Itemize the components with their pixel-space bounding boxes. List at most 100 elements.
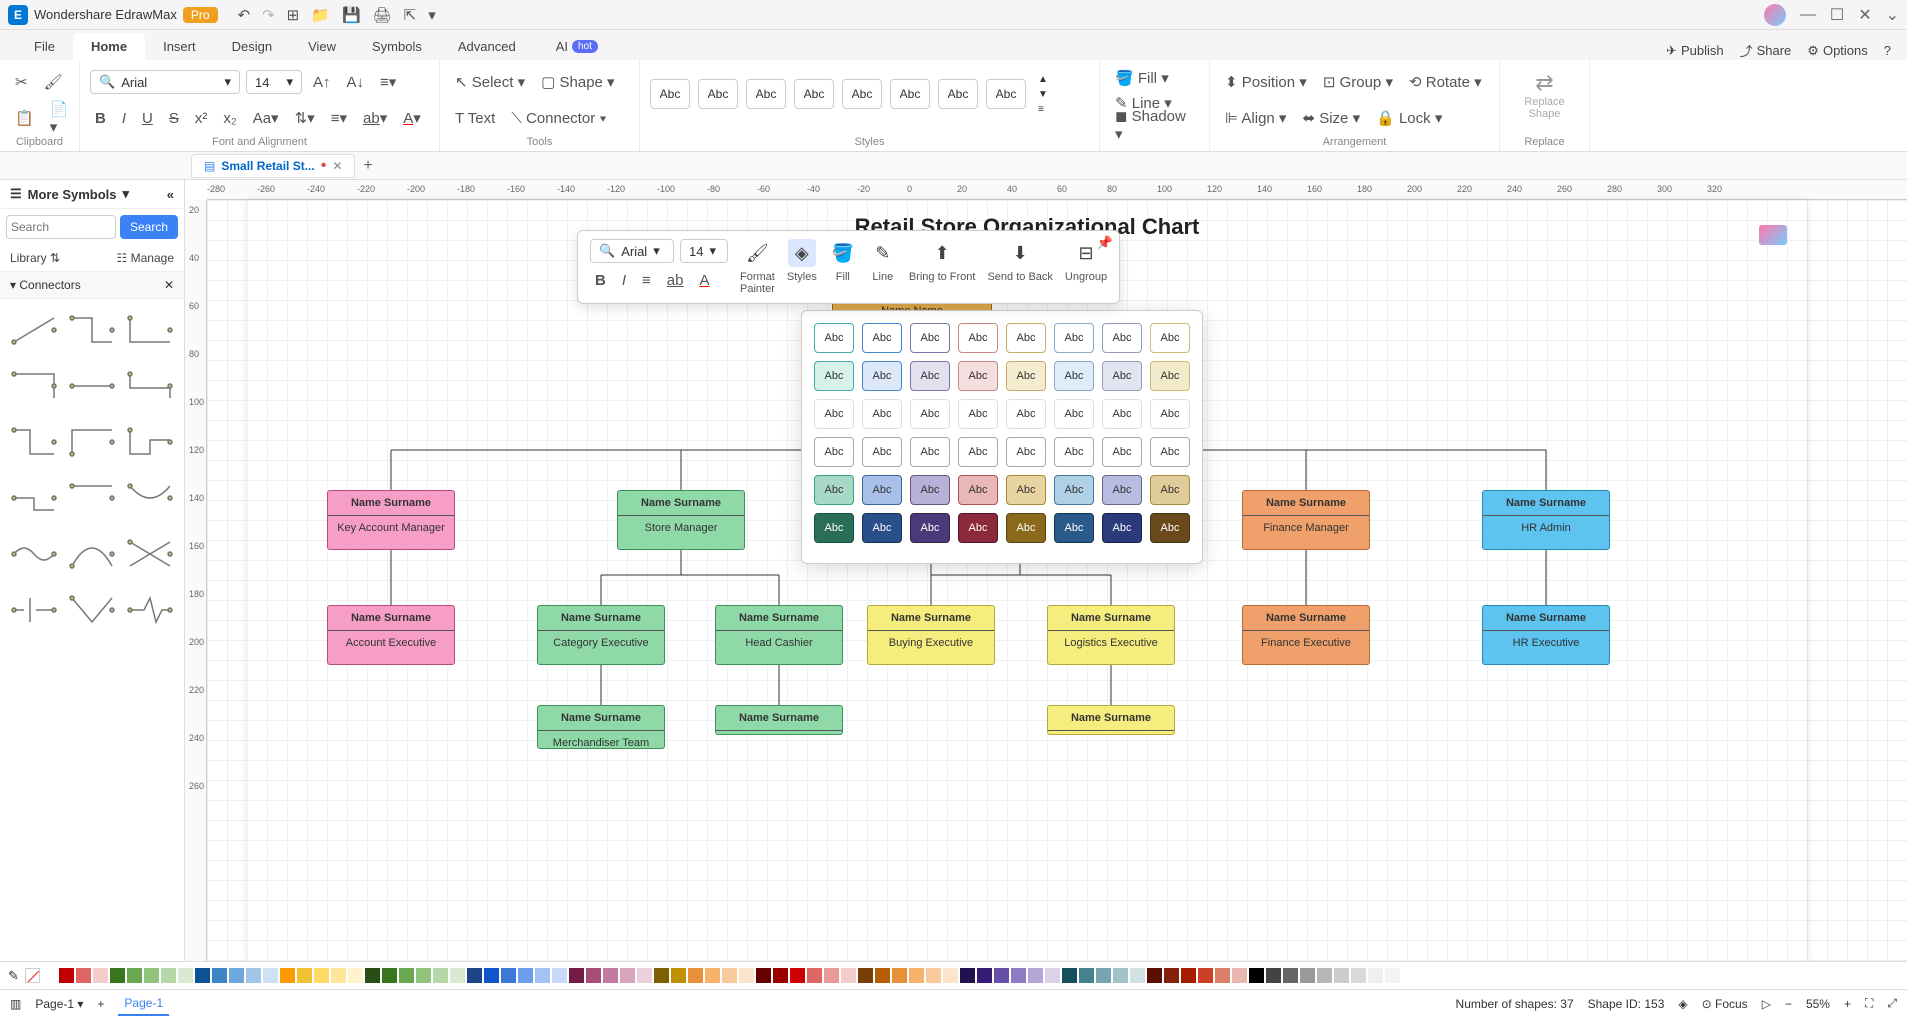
color-swatch[interactable] — [943, 968, 958, 983]
color-swatch[interactable] — [229, 968, 244, 983]
style-swatch[interactable]: Abc — [958, 399, 998, 429]
underline-button[interactable]: U — [137, 107, 158, 130]
style-swatch[interactable]: Abc — [1102, 361, 1142, 391]
style-preset[interactable]: Abc — [794, 79, 834, 109]
pin-float-button[interactable]: 📌 — [1097, 235, 1113, 251]
case-button[interactable]: Aa▾ — [248, 106, 284, 130]
share-button[interactable]: ⤴ Share — [1740, 41, 1792, 60]
tab-home[interactable]: Home — [73, 33, 145, 60]
style-swatch[interactable]: Abc — [1054, 323, 1094, 353]
style-swatch[interactable]: Abc — [1054, 513, 1094, 543]
present-button[interactable]: ▷ — [1762, 997, 1771, 1011]
style-preset[interactable]: Abc — [698, 79, 738, 109]
qat-more-button[interactable]: ▾ — [428, 6, 436, 24]
float-bring-front[interactable]: ⬆Bring to Front — [909, 239, 976, 283]
color-swatch[interactable] — [59, 968, 74, 983]
org-node[interactable]: Name SurnameFinance Manager — [1242, 490, 1370, 550]
superscript-button[interactable]: x² — [190, 107, 213, 130]
connector-shape[interactable] — [68, 477, 116, 519]
rotate-button[interactable]: ⟲ Rotate ▾ — [1404, 70, 1487, 94]
org-node[interactable]: Name SurnameLogistics Executive — [1047, 605, 1175, 665]
group-button[interactable]: ⊡ Group ▾ — [1318, 70, 1398, 94]
symbol-search-button[interactable]: Search — [120, 215, 178, 239]
color-swatch[interactable] — [1300, 968, 1315, 983]
connector-shape[interactable] — [68, 589, 116, 631]
org-node[interactable]: Name SurnameStore Manager — [617, 490, 745, 550]
color-swatch[interactable] — [586, 968, 601, 983]
connector-shape[interactable] — [10, 477, 58, 519]
color-swatch[interactable] — [790, 968, 805, 983]
color-swatch[interactable] — [484, 968, 499, 983]
color-swatch[interactable] — [841, 968, 856, 983]
style-swatch[interactable]: Abc — [1054, 399, 1094, 429]
style-swatch[interactable]: Abc — [862, 361, 902, 391]
color-swatch[interactable] — [76, 968, 91, 983]
tab-design[interactable]: Design — [214, 33, 290, 60]
connector-shape[interactable] — [68, 365, 116, 407]
color-swatch[interactable] — [1198, 968, 1213, 983]
style-down[interactable]: ▼ — [1038, 89, 1048, 100]
color-swatch[interactable] — [892, 968, 907, 983]
color-swatch[interactable] — [1028, 968, 1043, 983]
connector-shape[interactable] — [10, 309, 58, 351]
strike-button[interactable]: S — [164, 107, 184, 130]
color-swatch[interactable] — [620, 968, 635, 983]
style-swatch[interactable]: Abc — [1006, 361, 1046, 391]
print-button[interactable]: 🖨 — [373, 6, 392, 24]
tab-view[interactable]: View — [290, 33, 354, 60]
color-swatch[interactable] — [331, 968, 346, 983]
connector-shape[interactable] — [68, 309, 116, 351]
style-swatch[interactable]: Abc — [1006, 475, 1046, 505]
color-swatch[interactable] — [1181, 968, 1196, 983]
color-swatch[interactable] — [365, 968, 380, 983]
connector-shape[interactable] — [126, 589, 174, 631]
style-swatch[interactable]: Abc — [1006, 323, 1046, 353]
color-swatch[interactable] — [1164, 968, 1179, 983]
color-swatch[interactable] — [654, 968, 669, 983]
style-swatch[interactable]: Abc — [1006, 437, 1046, 467]
color-swatch[interactable] — [178, 968, 193, 983]
color-swatch[interactable] — [1283, 968, 1298, 983]
color-swatch[interactable] — [926, 968, 941, 983]
color-swatch[interactable] — [42, 968, 57, 983]
color-swatch[interactable] — [960, 968, 975, 983]
color-swatch[interactable] — [875, 968, 890, 983]
float-styles[interactable]: ◈Styles — [787, 239, 817, 283]
decrease-font-button[interactable]: A↓ — [342, 71, 370, 94]
focus-button[interactable]: ⊙ Focus — [1702, 997, 1748, 1011]
color-swatch[interactable] — [1351, 968, 1366, 983]
replace-shape-button[interactable]: Replace Shape — [1524, 96, 1564, 120]
style-more[interactable]: ≡ — [1038, 104, 1048, 115]
copy-button[interactable]: 📋 — [10, 106, 39, 130]
align-button[interactable]: ⊫ Align ▾ — [1220, 106, 1291, 130]
format-painter-button[interactable]: 🖌 — [39, 70, 68, 94]
color-swatch[interactable] — [1215, 968, 1230, 983]
tab-file[interactable]: File — [16, 33, 73, 60]
color-swatch[interactable] — [688, 968, 703, 983]
style-swatch[interactable]: Abc — [862, 323, 902, 353]
eyedropper-button[interactable]: ✎ — [8, 968, 19, 984]
canvas[interactable]: Retail Store Organizational Chart Name N… — [207, 200, 1907, 961]
style-swatch[interactable]: Abc — [910, 323, 950, 353]
color-swatch[interactable] — [144, 968, 159, 983]
color-swatch[interactable] — [705, 968, 720, 983]
more-symbols-header[interactable]: ☰ More Symbols▾ « — [0, 180, 184, 209]
color-swatch[interactable] — [212, 968, 227, 983]
color-swatch[interactable] — [450, 968, 465, 983]
color-swatch[interactable] — [1079, 968, 1094, 983]
color-swatch[interactable] — [263, 968, 278, 983]
connector-shape[interactable] — [10, 589, 58, 631]
manage-button[interactable]: ☷ Manage — [117, 251, 174, 265]
tab-insert[interactable]: Insert — [145, 33, 214, 60]
color-swatch[interactable] — [824, 968, 839, 983]
style-preset[interactable]: Abc — [746, 79, 786, 109]
layers-button[interactable]: ◈ — [1678, 997, 1687, 1011]
color-swatch[interactable] — [722, 968, 737, 983]
style-swatch[interactable]: Abc — [910, 399, 950, 429]
style-swatch[interactable]: Abc — [1150, 399, 1190, 429]
color-swatch[interactable] — [501, 968, 516, 983]
color-swatch[interactable] — [467, 968, 482, 983]
export-button[interactable]: ⇱ — [404, 6, 417, 24]
new-button[interactable]: ⊞ — [287, 6, 300, 24]
org-node[interactable]: Name SurnameHR Admin — [1482, 490, 1610, 550]
